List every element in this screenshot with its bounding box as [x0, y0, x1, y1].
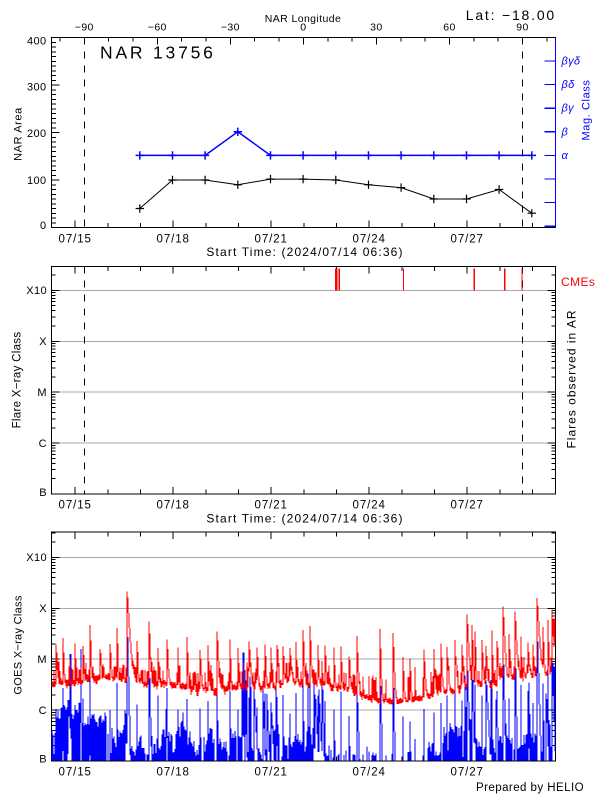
svg-text:07/24: 07/24: [353, 767, 386, 779]
svg-text:CMEs: CMEs: [561, 275, 595, 289]
svg-text:07/24: 07/24: [353, 500, 386, 512]
svg-text:Start Time: (2024/07/14 06:36): Start Time: (2024/07/14 06:36): [206, 245, 403, 259]
svg-text:07/15: 07/15: [59, 234, 92, 246]
svg-text:−90: −90: [75, 22, 94, 34]
svg-text:07/21: 07/21: [255, 767, 288, 779]
svg-text:Flares observed in AR: Flares observed in AR: [565, 309, 579, 448]
svg-text:βδ: βδ: [561, 79, 576, 91]
svg-text:07/24: 07/24: [353, 234, 386, 246]
svg-text:NAR Longitude: NAR Longitude: [265, 13, 341, 25]
svg-text:−60: −60: [148, 22, 167, 34]
svg-text:X: X: [39, 603, 47, 615]
svg-text:β: β: [561, 126, 569, 138]
svg-text:100: 100: [27, 175, 47, 187]
svg-text:07/21: 07/21: [255, 234, 288, 246]
svg-text:Flare X−ray Class: Flare X−ray Class: [12, 332, 24, 429]
svg-text:07/27: 07/27: [451, 500, 484, 512]
svg-text:07/18: 07/18: [157, 767, 190, 779]
svg-text:07/21: 07/21: [255, 500, 288, 512]
svg-text:B: B: [39, 487, 47, 499]
svg-text:−30: −30: [221, 22, 240, 34]
svg-text:07/27: 07/27: [451, 234, 484, 246]
svg-text:Start Time: (2024/07/14 06:36): Start Time: (2024/07/14 06:36): [206, 512, 403, 526]
svg-text:C: C: [39, 438, 47, 450]
svg-text:Lat: −18.00: Lat: −18.00: [466, 7, 556, 23]
svg-text:30: 30: [370, 22, 382, 34]
svg-text:βγ: βγ: [561, 103, 576, 115]
svg-text:0: 0: [40, 220, 47, 232]
svg-text:α: α: [562, 150, 569, 162]
svg-text:Mag. Class: Mag. Class: [581, 79, 593, 140]
svg-text:Prepared by HELIO: Prepared by HELIO: [476, 782, 584, 794]
svg-text:M: M: [37, 654, 47, 666]
svg-text:07/18: 07/18: [157, 234, 190, 246]
svg-text:90: 90: [516, 22, 528, 34]
svg-text:0: 0: [300, 22, 306, 34]
svg-text:07/18: 07/18: [157, 500, 190, 512]
svg-text:B: B: [39, 753, 47, 765]
svg-text:NAR Area: NAR Area: [13, 107, 25, 161]
svg-text:X10: X10: [26, 552, 47, 564]
svg-text:M: M: [37, 387, 47, 399]
svg-text:βγδ: βγδ: [561, 55, 581, 67]
svg-text:NAR 13756: NAR 13756: [100, 43, 216, 63]
svg-text:X10: X10: [26, 285, 47, 297]
svg-text:60: 60: [443, 22, 455, 34]
svg-text:GOES X−ray Class: GOES X−ray Class: [13, 595, 25, 694]
svg-text:07/15: 07/15: [59, 500, 92, 512]
svg-text:400: 400: [27, 36, 47, 48]
svg-text:07/15: 07/15: [59, 767, 92, 779]
svg-text:C: C: [39, 705, 47, 717]
svg-text:07/27: 07/27: [451, 767, 484, 779]
svg-text:X: X: [39, 336, 47, 348]
svg-text:300: 300: [27, 82, 47, 94]
svg-text:200: 200: [27, 128, 47, 140]
